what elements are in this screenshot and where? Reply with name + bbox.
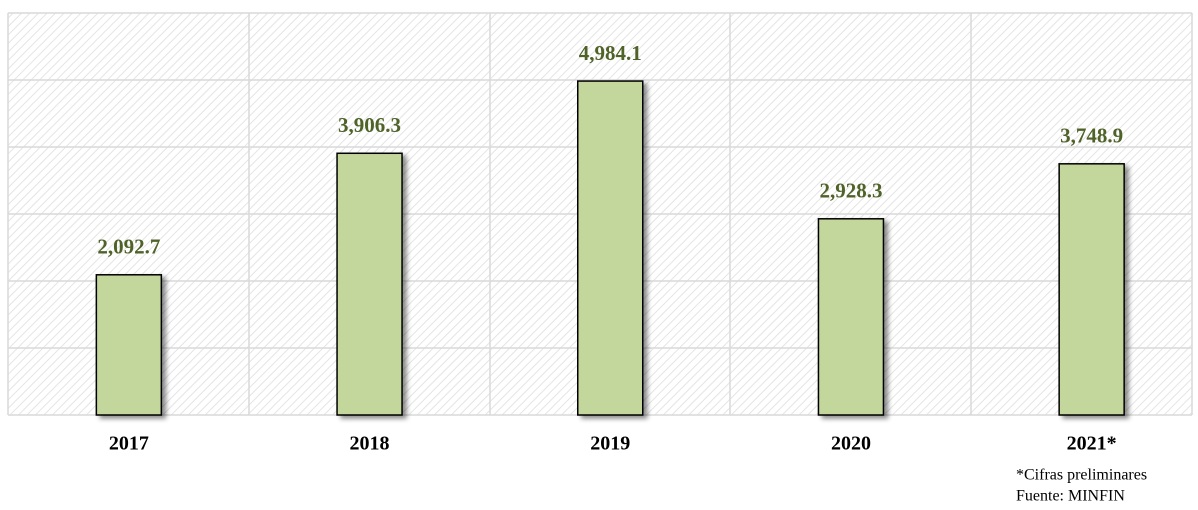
value-label: 3,906.3 bbox=[338, 113, 401, 137]
value-label: 2,928.3 bbox=[819, 179, 882, 203]
x-tick-label: 2019 bbox=[590, 433, 630, 455]
x-tick-label: 2017 bbox=[109, 433, 149, 455]
bar bbox=[95, 274, 163, 416]
source-note: Fuente: MINFIN bbox=[1016, 488, 1125, 505]
value-label: 3,748.9 bbox=[1060, 124, 1123, 148]
x-tick-label: 2018 bbox=[350, 433, 390, 455]
bar bbox=[336, 152, 403, 416]
bar bbox=[817, 218, 885, 416]
footnote: *Cifras preliminares bbox=[1016, 467, 1147, 484]
bar bbox=[1058, 163, 1125, 416]
value-label: 2,092.7 bbox=[97, 235, 160, 259]
value-label: 4,984.1 bbox=[579, 41, 642, 65]
x-tick-label: 2021* bbox=[1067, 433, 1117, 455]
x-tick-label: 2020 bbox=[831, 433, 871, 455]
bar bbox=[577, 80, 644, 416]
